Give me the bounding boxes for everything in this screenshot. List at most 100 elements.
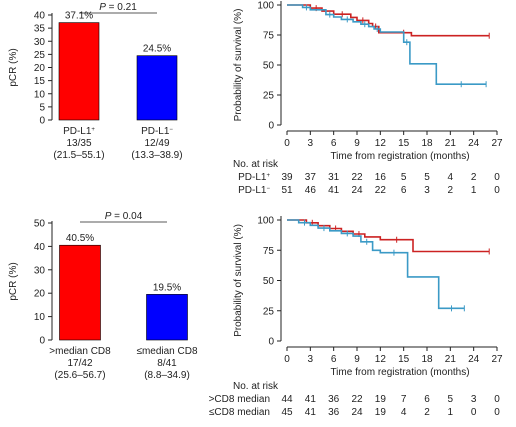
km3-y-axis-label: Probability of survival (%) xyxy=(233,224,244,337)
km1-risk-count: 0 xyxy=(494,172,500,183)
km3-survival-curve-1 xyxy=(287,219,465,310)
km3-risk-row-label: >CD8 median xyxy=(209,394,270,405)
km3-risk-table-title: No. at risk xyxy=(233,381,279,392)
bar2-y-axis-label: pCR (%) xyxy=(8,262,19,300)
km1-x-tick-label: 24 xyxy=(468,138,480,149)
km1-y-tick-label: 25 xyxy=(263,91,275,102)
km3-y-tick-label: 25 xyxy=(263,306,275,317)
km3-y-tick-label: 75 xyxy=(263,246,275,257)
km3-x-tick-label: 6 xyxy=(331,354,337,365)
bar2-bar xyxy=(146,294,188,341)
bar2-p-value: P = 0.04 xyxy=(105,211,143,222)
km1-survival-curve-1 xyxy=(287,4,487,85)
bar2-value-label: 40.5% xyxy=(66,233,94,244)
km3-x-tick-label: 18 xyxy=(421,354,433,365)
bar2-y-tick-label: 20 xyxy=(34,289,46,300)
km3-risk-count: 44 xyxy=(281,394,293,405)
km1-risk-count: 5 xyxy=(401,172,407,183)
bar2-category-label: >median CD8 xyxy=(49,346,111,357)
bar2-ci-label: (8.8–34.9) xyxy=(144,370,190,381)
km1-x-tick-label: 6 xyxy=(331,138,337,149)
km3-y-tick-label: 50 xyxy=(263,276,275,287)
km1-risk-count: 46 xyxy=(305,185,317,196)
bar0-y-tick-label: 30 xyxy=(34,37,46,48)
km3-risk-count: 41 xyxy=(305,407,317,418)
km3-risk-count: 0 xyxy=(471,407,477,418)
km1-risk-count: 3 xyxy=(424,185,430,196)
bar0-value-label: 24.5% xyxy=(143,44,171,55)
bar2-y-tick-label: 50 xyxy=(34,219,46,230)
bar2-ci-label: (25.6–56.7) xyxy=(54,370,105,381)
km3-y-tick-label: 0 xyxy=(268,337,274,348)
bar2-value-label: 19.5% xyxy=(153,282,181,293)
km3-risk-count: 7 xyxy=(401,394,407,405)
bar0-count-label: 13/35 xyxy=(66,138,91,149)
km1-x-tick-label: 15 xyxy=(398,138,410,149)
km3-risk-count: 0 xyxy=(494,407,500,418)
km1-risk-count: 22 xyxy=(351,172,363,183)
km3-risk-count: 19 xyxy=(375,407,387,418)
bar0-ci-label: (13.3–38.9) xyxy=(131,150,182,161)
km1-risk-count: 39 xyxy=(281,172,293,183)
bar0-value-label: 37.1% xyxy=(65,11,93,22)
km1-x-tick-label: 27 xyxy=(491,138,503,149)
km3-risk-count: 19 xyxy=(375,394,387,405)
km1-y-tick-label: 75 xyxy=(263,31,275,42)
km1-risk-count: 5 xyxy=(424,172,430,183)
km1-risk-row-label: PD-L1+ xyxy=(238,172,270,183)
bar0-y-tick-label: 10 xyxy=(34,89,46,100)
bar2-count-label: 8/41 xyxy=(157,358,177,369)
km1-risk-count: 37 xyxy=(305,172,317,183)
km1-risk-count: 2 xyxy=(471,172,477,183)
km3-risk-count: 4 xyxy=(401,407,407,418)
km3-risk-count: 24 xyxy=(351,407,363,418)
bar0-bar xyxy=(58,22,100,121)
km3-risk-count: 2 xyxy=(424,407,430,418)
bar0-y-tick-label: 40 xyxy=(34,11,46,22)
km1-y-tick-label: 50 xyxy=(263,61,275,72)
bar0-p-value: P = 0.21 xyxy=(99,2,137,13)
km1-x-tick-label: 12 xyxy=(375,138,387,149)
bar2-y-tick-label: 0 xyxy=(39,336,45,347)
km1-risk-count: 2 xyxy=(448,185,454,196)
km1-risk-count: 0 xyxy=(494,185,500,196)
km1-x-tick-label: 3 xyxy=(308,138,314,149)
km1-x-tick-label: 18 xyxy=(421,138,433,149)
bar0-category-label: PD-L1− xyxy=(141,126,173,137)
km1-x-tick-label: 21 xyxy=(445,138,457,149)
bar0-y-axis-label: pCR (%) xyxy=(8,48,19,86)
bar2-y-tick-label: 30 xyxy=(34,265,46,276)
bar0-y-tick-label: 20 xyxy=(34,63,46,74)
bar0-y-tick-label: 25 xyxy=(34,50,46,61)
bar0-category-label: PD-L1+ xyxy=(63,126,95,137)
km3-risk-count: 0 xyxy=(494,394,500,405)
km1-x-axis-label: Time from registration (months) xyxy=(330,151,469,162)
km1-risk-count: 16 xyxy=(375,172,387,183)
km1-risk-count: 6 xyxy=(401,185,407,196)
km3-risk-count: 5 xyxy=(448,394,454,405)
km1-risk-count: 31 xyxy=(328,172,340,183)
km1-risk-count: 22 xyxy=(375,185,387,196)
bar0-y-tick-label: 0 xyxy=(39,116,45,127)
km3-y-tick-label: 100 xyxy=(257,216,274,227)
km1-x-tick-label: 0 xyxy=(284,138,290,149)
km3-risk-count: 6 xyxy=(424,394,430,405)
km3-x-tick-label: 24 xyxy=(468,354,480,365)
km3-risk-count: 36 xyxy=(328,407,340,418)
km3-x-tick-label: 9 xyxy=(354,354,360,365)
bar0-y-tick-label: 35 xyxy=(34,24,46,35)
bar2-bar xyxy=(59,244,101,341)
km3-risk-count: 22 xyxy=(351,394,363,405)
km3-risk-count: 1 xyxy=(448,407,454,418)
km3-x-tick-label: 27 xyxy=(491,354,503,365)
bar2-y-tick-label: 40 xyxy=(34,242,46,253)
km1-risk-count: 1 xyxy=(471,185,477,196)
bar2-y-tick-label: 10 xyxy=(34,312,46,323)
km3-x-tick-label: 15 xyxy=(398,354,410,365)
km1-y-axis-label: Probability of survival (%) xyxy=(233,9,244,122)
km3-risk-row-label: ≤CD8 median xyxy=(209,407,270,418)
km3-x-tick-label: 21 xyxy=(445,354,457,365)
km3-risk-count: 45 xyxy=(281,407,293,418)
km3-risk-count: 3 xyxy=(471,394,477,405)
bar0-y-tick-label: 15 xyxy=(34,76,46,87)
